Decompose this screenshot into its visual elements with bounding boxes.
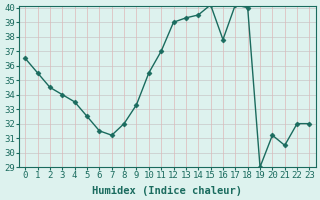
X-axis label: Humidex (Indice chaleur): Humidex (Indice chaleur): [92, 186, 242, 196]
